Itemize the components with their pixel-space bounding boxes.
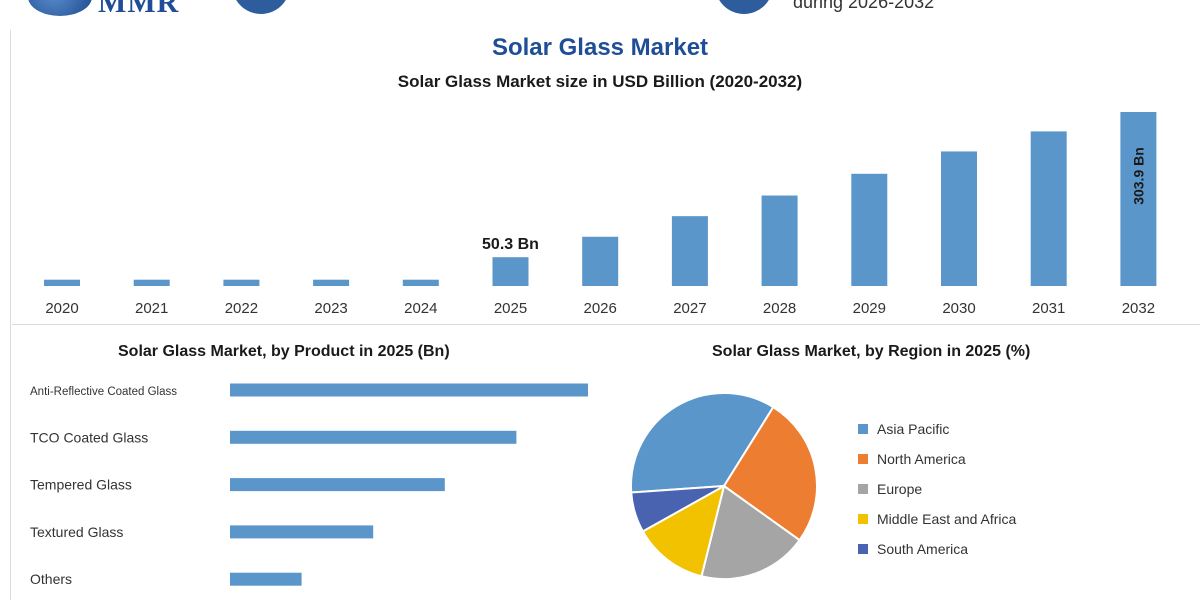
pie-slice-south-america <box>630 485 725 533</box>
legend-label: Middle East and Africa <box>877 511 1017 527</box>
bar-2021 <box>133 279 170 286</box>
pie-slice-middle-east-and-africa <box>641 483 726 578</box>
bar-chart-title: Solar Glass Market size in USD Billion (… <box>397 72 803 91</box>
bar-2028 <box>761 195 798 286</box>
header-note: during 2026-2032 <box>793 0 935 12</box>
bar-tco-coated-glass <box>230 430 517 444</box>
left-divider <box>10 30 11 600</box>
pie-slice-europe <box>700 484 802 580</box>
legend-swatch-icon <box>858 514 868 524</box>
x-tick-label: 2031 <box>1032 300 1065 317</box>
legend-item: Middle East and Africa <box>858 504 1016 534</box>
pie-slice-north-america <box>722 405 818 542</box>
bar-2020 <box>44 279 80 286</box>
bar-others <box>230 572 302 586</box>
x-tick-label: 2022 <box>225 300 258 317</box>
brand-logo-text: MMR <box>98 0 180 19</box>
bar-2030 <box>941 151 977 286</box>
bar-2031 <box>1030 131 1067 286</box>
bar-2029 <box>851 173 888 286</box>
bar-2025 <box>492 257 529 286</box>
legend-label: North America <box>877 451 966 467</box>
legend-label: South America <box>877 541 969 557</box>
category-label: TCO Coated Glass <box>30 429 148 445</box>
product-bar-chart: Anti-Reflective Coated Glass TCO Coated G… <box>30 383 588 587</box>
page-title: Solar Glass Market <box>491 34 709 61</box>
category-label: Others <box>30 571 72 587</box>
x-tick-label: 2032 <box>1122 300 1155 317</box>
x-tick-label: 2027 <box>673 300 706 317</box>
legend-swatch-icon <box>858 454 868 464</box>
legend-swatch-icon <box>858 424 868 434</box>
bar-textured-glass <box>230 525 374 539</box>
region-legend: Asia Pacific North America Europe Middle Ea… <box>858 414 1016 564</box>
legend-swatch-icon <box>858 484 868 494</box>
header-band: MMR during 2026-2032 <box>0 0 1200 34</box>
bar-2027 <box>671 216 708 286</box>
bar-2026 <box>582 236 619 286</box>
legend-swatch-icon <box>858 544 868 554</box>
legend-label: Europe <box>877 481 923 497</box>
region-chart-title: Solar Glass Market, by Region in 2025 (%… <box>712 343 1031 360</box>
bar-tempered-glass <box>230 478 445 492</box>
legend-item: North America <box>858 444 1016 474</box>
bar-anti-reflective-coated-glass <box>230 383 588 397</box>
x-tick-label: 2029 <box>853 300 886 317</box>
legend-item: Europe <box>858 474 1016 504</box>
data-label: 50.3 Bn <box>482 236 539 253</box>
category-label: Textured Glass <box>30 524 123 540</box>
x-tick-label: 2028 <box>763 300 796 317</box>
bar-2023 <box>313 279 350 286</box>
x-tick-label: 2021 <box>135 300 168 317</box>
legend-label: Asia Pacific <box>877 421 950 437</box>
x-tick-label: 2023 <box>314 300 347 317</box>
panel-divider <box>12 324 1200 325</box>
legend-item: South America <box>858 534 1016 564</box>
product-chart-title: Solar Glass Market, by Product in 2025 (… <box>118 343 450 360</box>
x-tick-label: 2024 <box>404 300 437 317</box>
data-label: 303.9 Bn <box>1130 147 1146 205</box>
category-label: Anti-Reflective Coated Glass <box>30 386 177 398</box>
market-size-bar-chart: 2020 2021 2022 2023 2024 2025 50.3 Bn 2026 2027 2… <box>44 112 1157 317</box>
legend-item: Asia Pacific <box>858 414 1016 444</box>
globe-logo-icon <box>28 0 92 16</box>
x-tick-label: 2020 <box>45 300 78 317</box>
bar-2024 <box>402 279 439 286</box>
x-tick-label: 2026 <box>584 300 617 317</box>
x-tick-label: 2030 <box>942 300 975 317</box>
region-pie-chart <box>630 392 818 580</box>
x-tick-label: 2025 <box>494 300 527 317</box>
bar-2032 <box>1120 112 1157 286</box>
pie-slice-asia-pacific <box>630 392 775 494</box>
bar-2022 <box>223 279 260 286</box>
category-label: Tempered Glass <box>30 477 132 493</box>
